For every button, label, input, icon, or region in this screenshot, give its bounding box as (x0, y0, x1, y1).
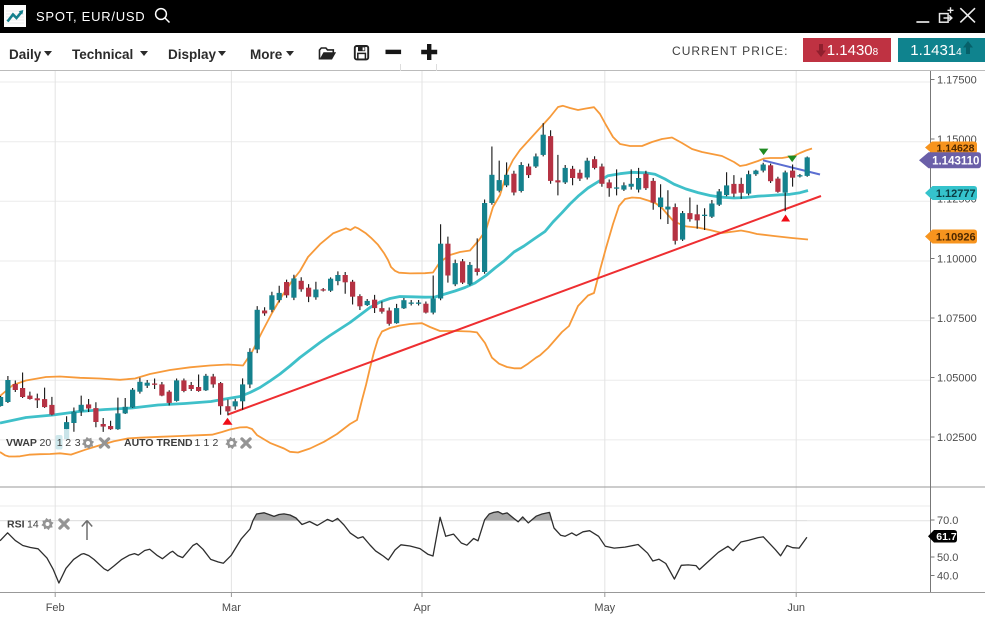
svg-text:1: 1 (195, 437, 201, 449)
svg-text:1.05000: 1.05000 (937, 372, 977, 384)
svg-text:1.10000: 1.10000 (937, 253, 977, 265)
svg-text:14: 14 (27, 519, 39, 531)
svg-text:70.0: 70.0 (937, 515, 958, 527)
svg-text:50.0: 50.0 (937, 552, 958, 564)
svg-text:Jun: Jun (787, 602, 805, 614)
svg-text:Apr: Apr (413, 602, 430, 614)
svg-text:AUTO TREND: AUTO TREND (124, 437, 193, 449)
svg-text:3: 3 (75, 437, 81, 449)
svg-text:20: 20 (40, 437, 52, 449)
svg-text:1.17500: 1.17500 (937, 74, 977, 86)
svg-text:2: 2 (213, 437, 219, 449)
svg-text:1: 1 (204, 437, 210, 449)
svg-text:40.0: 40.0 (937, 570, 958, 582)
svg-text:VWAP: VWAP (6, 437, 37, 449)
svg-text:1.07500: 1.07500 (937, 313, 977, 325)
svg-text:RSI: RSI (7, 519, 25, 531)
svg-text:1.10926: 1.10926 (936, 231, 976, 243)
svg-text:1.14628: 1.14628 (937, 142, 975, 154)
svg-text:1: 1 (57, 437, 63, 449)
svg-text:Feb: Feb (46, 602, 65, 614)
svg-text:Mar: Mar (222, 602, 241, 614)
svg-text:May: May (594, 602, 615, 614)
svg-text:1.12777: 1.12777 (936, 188, 976, 200)
svg-text:2: 2 (65, 437, 71, 449)
svg-text:1.02500: 1.02500 (937, 432, 977, 444)
svg-text:1.143110: 1.143110 (932, 155, 979, 167)
svg-text:61.7: 61.7 (936, 531, 957, 543)
